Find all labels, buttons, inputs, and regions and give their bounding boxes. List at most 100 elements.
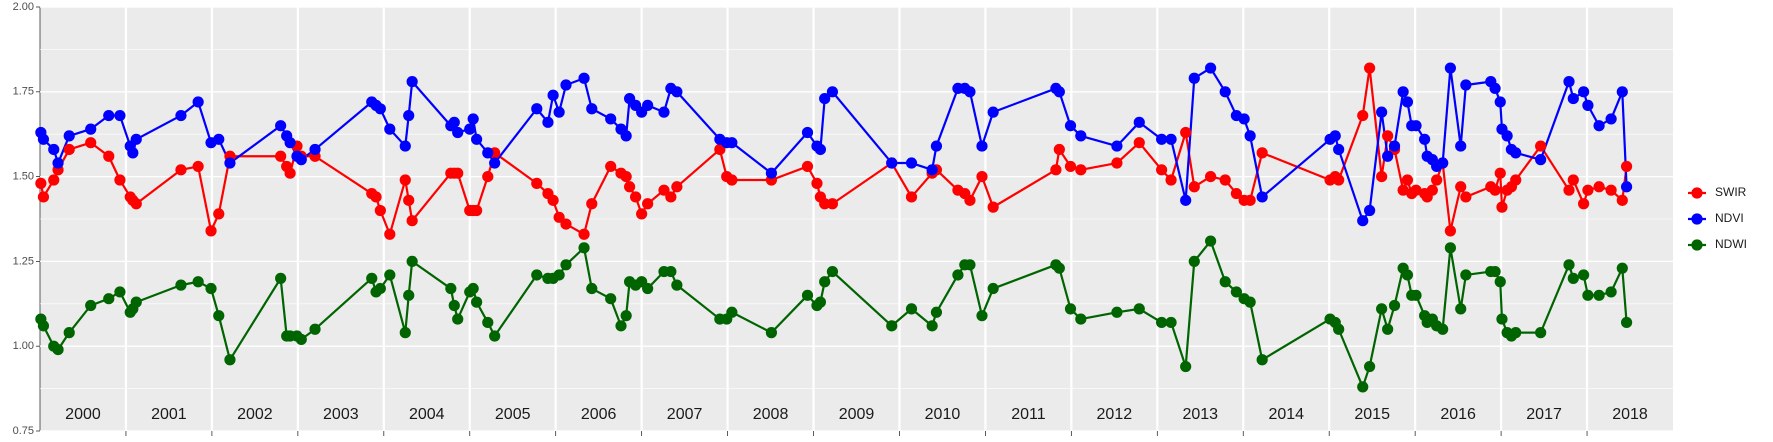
data-point xyxy=(658,106,670,118)
data-point xyxy=(560,259,572,271)
data-point xyxy=(452,313,464,325)
data-point xyxy=(1357,109,1369,122)
x-tick-label: 2016 xyxy=(1440,406,1476,423)
data-point xyxy=(48,143,60,156)
data-point xyxy=(284,137,296,149)
data-point xyxy=(586,198,598,210)
data-point xyxy=(1230,286,1242,298)
data-point xyxy=(1616,262,1628,274)
legend-marker xyxy=(1691,187,1703,199)
data-point xyxy=(52,343,64,356)
data-point xyxy=(1401,269,1414,281)
data-point xyxy=(467,282,479,295)
data-point xyxy=(309,323,321,335)
x-tick-label: 2004 xyxy=(409,406,445,423)
data-point xyxy=(1388,140,1401,152)
data-point xyxy=(1364,62,1376,74)
data-point xyxy=(406,255,418,267)
data-point xyxy=(926,164,938,176)
data-point xyxy=(471,296,483,308)
data-point xyxy=(819,198,831,210)
data-point xyxy=(1460,269,1472,281)
data-point xyxy=(114,174,126,186)
data-point xyxy=(1364,204,1376,217)
data-point xyxy=(284,167,296,179)
data-point xyxy=(976,140,988,152)
data-point xyxy=(1567,92,1579,105)
data-point xyxy=(445,282,457,295)
data-point xyxy=(1382,323,1394,335)
data-point xyxy=(987,282,999,295)
data-point xyxy=(1219,276,1231,288)
data-point xyxy=(1616,86,1628,98)
data-point xyxy=(620,130,632,142)
data-point xyxy=(811,177,823,189)
data-point xyxy=(1563,259,1575,271)
x-tick-label: 2013 xyxy=(1182,406,1218,423)
data-point xyxy=(295,154,307,166)
data-point xyxy=(1111,306,1123,318)
data-point xyxy=(1444,242,1456,254)
data-point xyxy=(1382,150,1394,162)
data-point xyxy=(1582,289,1594,301)
x-tick-label: 2005 xyxy=(495,406,531,423)
data-point xyxy=(192,160,204,173)
data-point xyxy=(1244,194,1256,206)
data-point xyxy=(819,276,831,288)
data-point xyxy=(765,167,778,179)
data-point xyxy=(384,228,396,240)
data-point xyxy=(1567,272,1579,284)
data-point xyxy=(542,116,554,128)
legend-label: SWIR xyxy=(1715,185,1747,199)
data-point xyxy=(1535,154,1547,166)
x-tick-label: 2003 xyxy=(323,406,359,423)
data-point xyxy=(1620,160,1633,173)
data-point xyxy=(1535,140,1547,152)
data-point xyxy=(814,296,827,308)
data-point xyxy=(1364,360,1376,373)
data-point xyxy=(1376,303,1388,315)
data-point xyxy=(1455,303,1467,315)
data-point xyxy=(85,123,97,135)
data-point xyxy=(1133,137,1145,149)
data-point xyxy=(886,157,898,169)
data-point xyxy=(1219,174,1231,186)
data-point xyxy=(482,171,494,183)
data-point xyxy=(1510,327,1522,339)
data-point xyxy=(63,327,75,339)
data-point xyxy=(1244,296,1256,308)
data-point xyxy=(1444,62,1456,74)
data-point xyxy=(964,86,976,98)
y-tick-label: 1.25 xyxy=(13,255,34,267)
data-point xyxy=(452,126,464,139)
data-point xyxy=(399,140,411,152)
data-point xyxy=(1053,262,1065,274)
data-point xyxy=(213,133,225,145)
data-point xyxy=(384,123,396,135)
data-point xyxy=(1064,160,1077,173)
data-point xyxy=(1133,116,1145,128)
data-point xyxy=(1510,174,1522,186)
data-point xyxy=(1357,215,1369,227)
data-point xyxy=(1219,86,1231,98)
data-point xyxy=(620,171,632,183)
data-point xyxy=(553,106,565,118)
data-point xyxy=(1165,174,1177,186)
data-point xyxy=(1050,164,1062,176)
data-point xyxy=(1244,130,1256,142)
y-tick-label: 1.00 xyxy=(13,340,34,352)
legend-label: NDVI xyxy=(1715,211,1744,225)
data-point xyxy=(406,215,418,227)
data-point xyxy=(1397,86,1409,98)
data-point xyxy=(374,282,386,295)
data-point xyxy=(1426,184,1438,196)
data-point xyxy=(1205,171,1217,183)
data-point xyxy=(814,143,827,156)
data-point xyxy=(1064,120,1077,132)
data-point xyxy=(1494,96,1506,108)
data-point xyxy=(1053,143,1065,156)
data-point xyxy=(1388,299,1401,312)
data-point xyxy=(1419,133,1431,145)
data-point xyxy=(366,272,378,284)
data-point xyxy=(636,208,648,220)
